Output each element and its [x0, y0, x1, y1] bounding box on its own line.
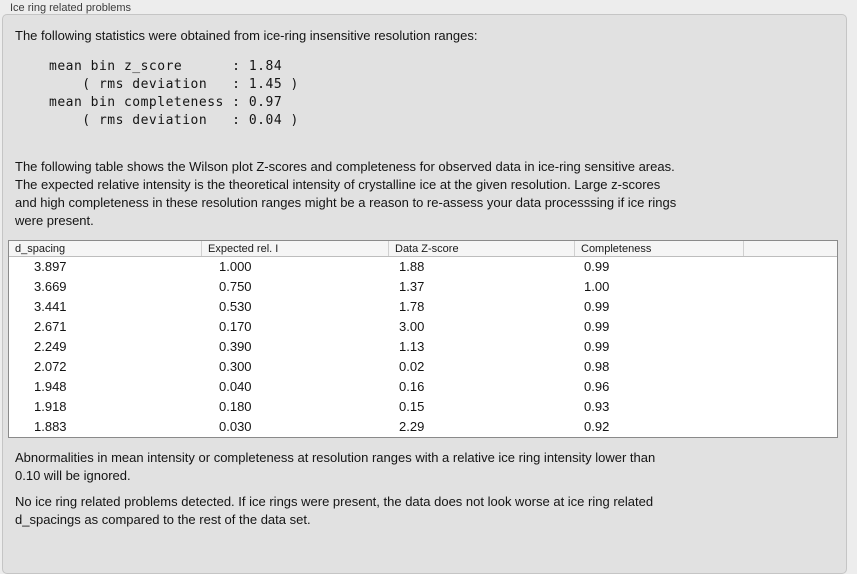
table-cell: 2.671: [34, 319, 67, 334]
table-cell: 1.78: [399, 299, 425, 314]
ice-ring-table[interactable]: d_spacing Expected rel. I Data Z-score Comp…: [8, 240, 838, 438]
table-cell: [743, 417, 837, 437]
table-row[interactable]: 2.249 0.390 1.13 0.99: [9, 337, 837, 357]
table-cell: 0.16: [399, 379, 425, 394]
table-cell: [743, 257, 837, 277]
table-description: The following table shows the Wilson plo…: [15, 159, 677, 228]
table-cell: 1.00: [584, 279, 610, 294]
panel-title: Ice ring related problems: [10, 2, 132, 14]
table-row[interactable]: 2.671 0.170 3.00 0.99: [9, 317, 837, 337]
stats-block: mean bin z_score : 1.84 ( rms deviation …: [49, 59, 299, 128]
ice-ring-panel: The following statistics were obtained f…: [2, 14, 847, 574]
table-row[interactable]: 1.918 0.180 0.15 0.93: [9, 397, 837, 417]
column-header-d-spacing[interactable]: d_spacing: [15, 243, 66, 255]
table-cell: 2.29: [399, 419, 425, 434]
table-cell: 0.98: [584, 359, 610, 374]
table-row[interactable]: 3.669 0.750 1.37 1.00: [9, 277, 837, 297]
table-row[interactable]: 3.441 0.530 1.78 0.99: [9, 297, 837, 317]
table-cell: 0.530: [219, 299, 252, 314]
column-header-completeness[interactable]: Completeness: [574, 241, 743, 256]
table-row[interactable]: 3.897 1.000 1.88 0.99: [9, 257, 837, 277]
table-cell: 0.170: [219, 319, 252, 334]
table-cell: 0.300: [219, 359, 252, 374]
table-cell: 3.00: [399, 319, 425, 334]
table-cell: 1.948: [34, 379, 67, 394]
table-body: 3.897 1.000 1.88 0.99 3.669 0.750 1.37 1.00 3.44…: [9, 257, 837, 437]
table-cell: 1.000: [219, 259, 252, 274]
table-row[interactable]: 1.948 0.040 0.16 0.96: [9, 377, 837, 397]
table-cell: 3.669: [34, 279, 67, 294]
intro-text: The following statistics were obtained f…: [15, 28, 478, 43]
table-cell: 0.92: [584, 419, 610, 434]
table-cell: 1.883: [34, 419, 67, 434]
table-cell: 3.897: [34, 259, 67, 274]
table-cell: [743, 297, 837, 317]
table-cell: [743, 277, 837, 297]
column-header-empty[interactable]: [743, 241, 837, 256]
table-row[interactable]: 2.072 0.300 0.02 0.98: [9, 357, 837, 377]
table-cell: 0.99: [584, 339, 610, 354]
table-cell: 0.040: [219, 379, 252, 394]
table-cell: [743, 317, 837, 337]
table-cell: 1.37: [399, 279, 425, 294]
column-header-expected-rel-i[interactable]: Expected rel. I: [201, 241, 388, 256]
table-cell: 0.99: [584, 259, 610, 274]
table-header-row: d_spacing Expected rel. I Data Z-score Comp…: [9, 241, 837, 257]
table-cell: 1.88: [399, 259, 425, 274]
table-cell: [743, 337, 837, 357]
table-cell: 0.180: [219, 399, 252, 414]
table-cell: 0.93: [584, 399, 610, 414]
table-cell: 0.96: [584, 379, 610, 394]
table-cell: [743, 357, 837, 377]
table-cell: 3.441: [34, 299, 67, 314]
table-cell: 1.918: [34, 399, 67, 414]
table-row[interactable]: 1.883 0.030 2.29 0.92: [9, 417, 837, 437]
table-cell: 0.390: [219, 339, 252, 354]
table-cell: [743, 377, 837, 397]
table-cell: 0.15: [399, 399, 425, 414]
table-cell: 0.99: [584, 299, 610, 314]
ignore-threshold-note: Abnormalities in mean intensity or compl…: [15, 450, 656, 483]
table-cell: [743, 397, 837, 417]
table-cell: 0.030: [219, 419, 252, 434]
table-cell: 0.99: [584, 319, 610, 334]
table-cell: 0.750: [219, 279, 252, 294]
table-cell: 2.249: [34, 339, 67, 354]
column-header-data-z-score[interactable]: Data Z-score: [388, 241, 574, 256]
table-cell: 2.072: [34, 359, 67, 374]
conclusion-text: No ice ring related problems detected. I…: [15, 494, 654, 527]
table-cell: 1.13: [399, 339, 425, 354]
table-cell: 0.02: [399, 359, 425, 374]
